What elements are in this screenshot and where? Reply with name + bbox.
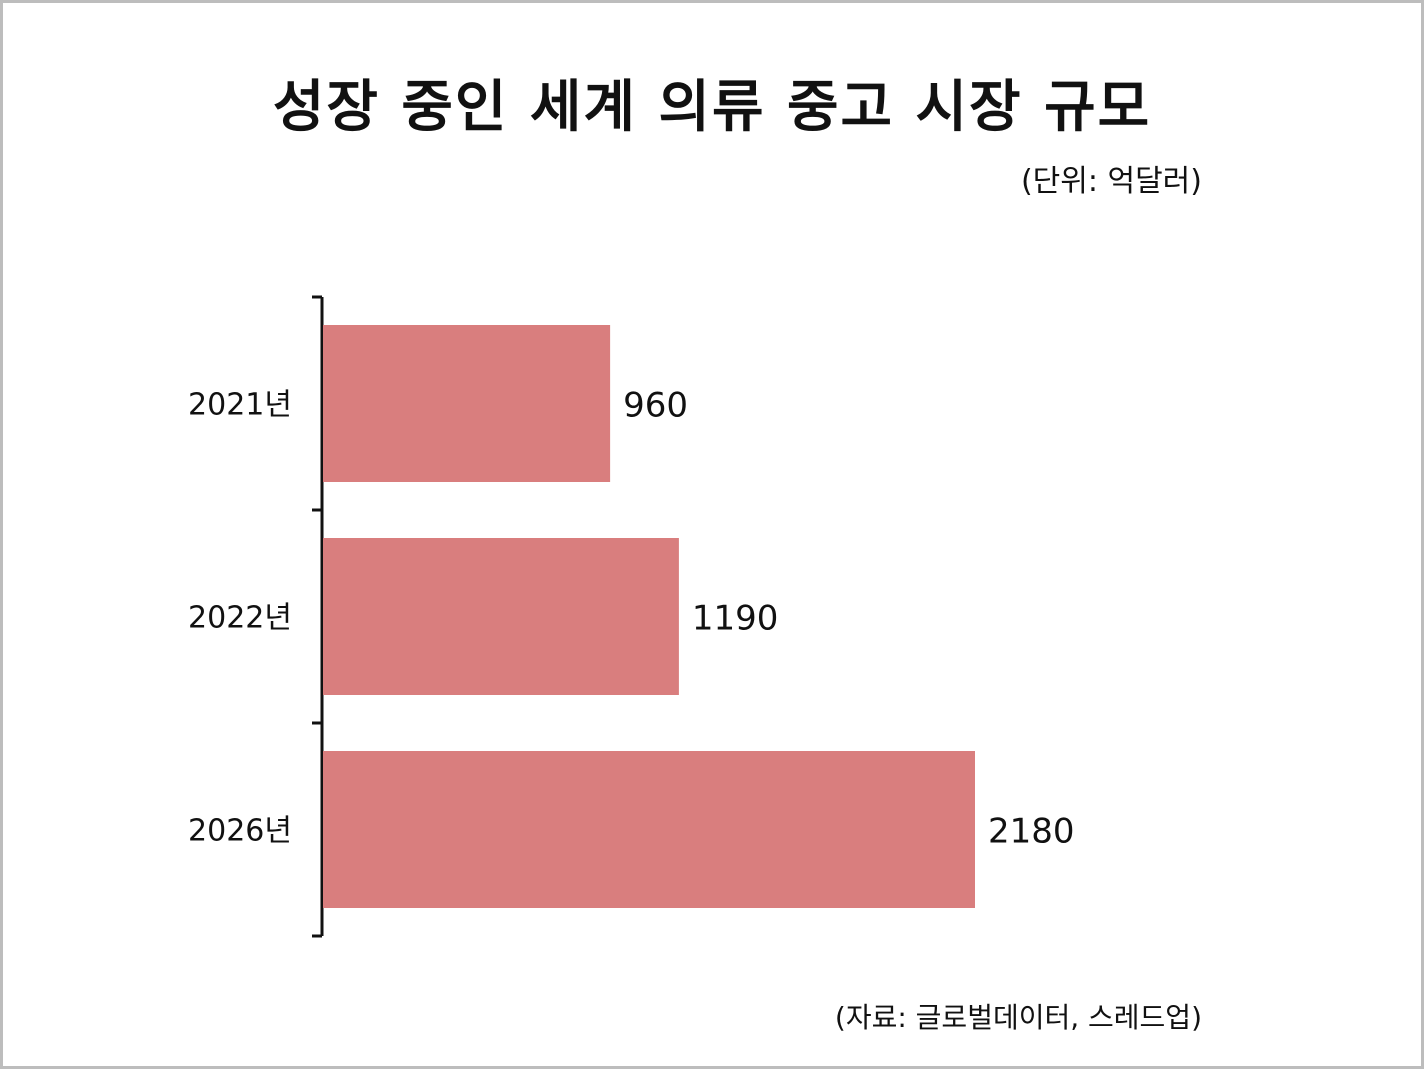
chart-title: 성장 중인 세계 의류 중고 시장 규모 — [272, 75, 1152, 140]
bar-3 — [323, 751, 975, 908]
value-label: 1190 — [692, 599, 779, 639]
category-label: 2026년 — [188, 814, 292, 849]
source-note: (자료: 글로벌데이터, 스레드업) — [834, 1001, 1202, 1034]
bar-2 — [323, 538, 679, 695]
unit-note: (단위: 억달러) — [1020, 164, 1202, 199]
bar-1 — [323, 325, 611, 482]
value-label: 2180 — [988, 812, 1075, 852]
category-label: 2022년 — [188, 601, 292, 636]
category-label: 2021년 — [188, 388, 292, 423]
value-label: 960 — [623, 386, 688, 426]
